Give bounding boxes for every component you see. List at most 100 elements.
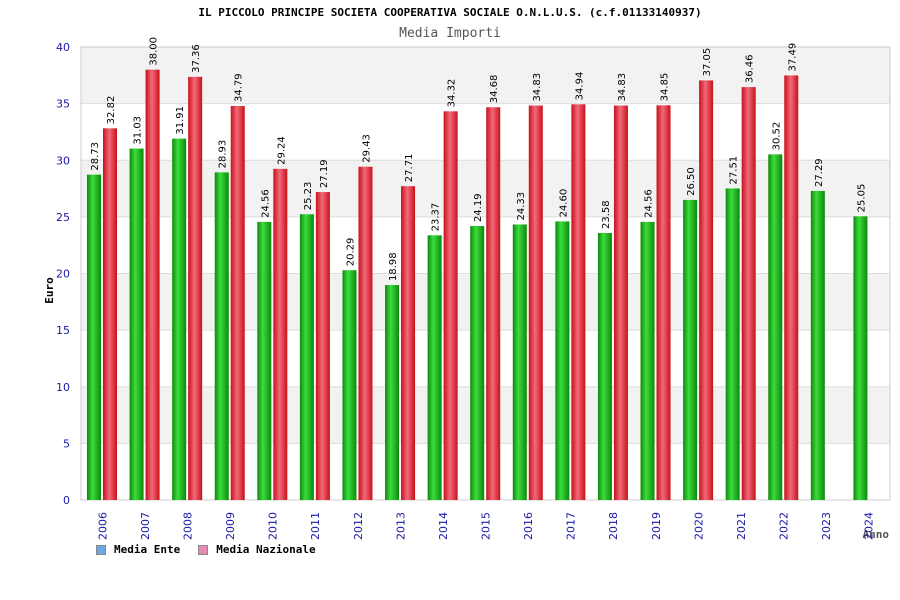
x-tick-label: 2022 <box>778 512 791 540</box>
data-label-nazionale: 34.79 <box>234 73 245 102</box>
data-label-ente: 23.58 <box>601 200 612 229</box>
bar-media-ente <box>342 270 357 500</box>
chart-subtitle: Media Importi <box>399 26 501 41</box>
data-label-nazionale: 34.68 <box>489 75 500 104</box>
bar-media-ente <box>129 148 144 500</box>
legend: Media Ente Media Nazionale <box>96 543 334 556</box>
x-tick-label: 2023 <box>820 512 833 540</box>
bar-media-nazionale <box>188 76 203 500</box>
x-tick-label: 2018 <box>607 512 620 540</box>
data-label-nazionale: 37.36 <box>191 44 202 73</box>
bar-media-ente <box>172 138 187 500</box>
x-tick-label: 2008 <box>181 512 194 540</box>
grid-band <box>81 47 890 104</box>
x-tick-label: 2021 <box>735 512 748 540</box>
bar-media-ente <box>87 174 101 500</box>
bar-media-nazionale <box>401 186 416 500</box>
legend-item-nazionale: Media Nazionale <box>198 543 316 556</box>
x-tick-label: 2012 <box>352 512 365 540</box>
bar-media-ente <box>512 224 527 500</box>
bar-media-ente <box>385 285 400 500</box>
x-tick-label: 2014 <box>437 512 450 540</box>
data-label-nazionale: 27.71 <box>404 154 415 183</box>
data-label-ente: 18.98 <box>388 252 399 281</box>
x-tick-label: 2009 <box>224 512 237 540</box>
data-label-nazionale: 27.19 <box>319 159 330 188</box>
y-tick-label: 30 <box>56 154 70 167</box>
bar-media-ente <box>214 172 229 501</box>
bar-media-nazionale <box>103 128 117 500</box>
bar-media-ente <box>257 221 272 500</box>
bar-media-nazionale <box>699 80 714 500</box>
data-label-ente: 27.51 <box>729 156 740 185</box>
bar-media-nazionale <box>571 104 586 500</box>
x-tick-label: 2006 <box>96 512 109 540</box>
x-tick-label: 2024 <box>863 512 876 540</box>
x-tick-label: 2020 <box>692 512 705 540</box>
legend-swatch-nazionale <box>198 544 209 555</box>
bar-media-nazionale <box>145 69 160 501</box>
y-tick-label: 15 <box>56 324 70 337</box>
bar-media-nazionale <box>358 166 373 500</box>
legend-label-ente: Media Ente <box>114 543 181 556</box>
data-label-ente: 31.91 <box>175 106 186 135</box>
y-axis-label: Euro <box>43 277 56 304</box>
x-tick-label: 2011 <box>309 512 322 540</box>
bar-media-nazionale <box>741 87 756 500</box>
legend-item-ente: Media Ente <box>96 543 180 556</box>
data-label-ente: 23.37 <box>431 203 442 232</box>
x-tick-label: 2013 <box>394 512 407 540</box>
bar-media-ente <box>640 221 655 500</box>
bar-media-nazionale <box>443 111 458 501</box>
data-label-ente: 28.93 <box>218 140 229 169</box>
y-tick-label: 0 <box>63 494 70 507</box>
data-label-nazionale: 37.05 <box>702 48 713 77</box>
legend-swatch-ente <box>96 544 106 555</box>
bar-media-nazionale <box>656 105 671 500</box>
bar-media-ente <box>768 154 783 500</box>
bar-media-nazionale <box>613 105 628 501</box>
x-axis-label: Anno <box>863 528 890 541</box>
data-label-ente: 24.56 <box>644 189 655 218</box>
data-label-nazionale: 34.94 <box>574 72 585 101</box>
chart-title: IL PICCOLO PRINCIPE SOCIETA COOPERATIVA … <box>198 6 702 19</box>
data-label-nazionale: 29.24 <box>276 136 287 165</box>
bar-media-nazionale <box>784 75 799 500</box>
data-label-nazionale: 36.46 <box>745 54 756 83</box>
bar-media-nazionale <box>273 168 288 500</box>
y-tick-label: 40 <box>56 41 70 54</box>
legend-label-nazionale: Media Nazionale <box>216 543 316 556</box>
bar-media-nazionale <box>230 106 245 501</box>
data-label-ente: 28.73 <box>90 142 101 171</box>
data-label-nazionale: 34.32 <box>447 79 458 108</box>
y-tick-label: 10 <box>56 381 70 394</box>
data-label-ente: 24.19 <box>473 193 484 222</box>
data-label-ente: 24.33 <box>516 192 527 221</box>
x-tick-label: 2015 <box>480 512 493 540</box>
bar-media-ente <box>555 221 570 500</box>
x-tick-label: 2010 <box>267 512 280 540</box>
data-label-nazionale: 34.83 <box>532 73 543 102</box>
bar-media-ente <box>810 190 825 501</box>
bar-media-ente <box>427 235 442 500</box>
bar-media-nazionale <box>315 192 330 501</box>
data-label-ente: 20.29 <box>345 238 356 267</box>
data-label-ente: 31.03 <box>133 116 144 145</box>
x-tick-label: 2007 <box>139 512 152 540</box>
bar-media-nazionale <box>528 105 543 501</box>
data-label-nazionale: 37.49 <box>787 43 798 72</box>
y-tick-label: 35 <box>56 98 70 111</box>
bar-media-ente <box>725 188 740 500</box>
x-tick-label: 2016 <box>522 512 535 540</box>
data-label-ente: 25.23 <box>303 182 314 211</box>
data-label-nazionale: 29.43 <box>361 134 372 163</box>
data-label-nazionale: 32.82 <box>106 96 117 125</box>
plot-frame <box>80 46 891 501</box>
y-tick-label: 5 <box>63 437 70 450</box>
bar-media-ente <box>597 232 612 501</box>
data-label-nazionale: 38.00 <box>149 37 160 66</box>
y-tick-label: 20 <box>56 268 70 281</box>
bar-media-ente <box>853 216 868 500</box>
data-label-ente: 27.29 <box>814 158 825 187</box>
